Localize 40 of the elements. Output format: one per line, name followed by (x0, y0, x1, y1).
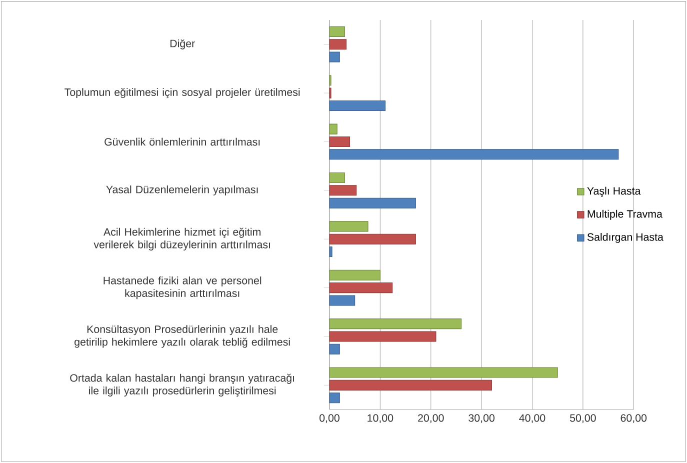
bar (329, 270, 380, 280)
bar (329, 136, 350, 148)
bar (329, 26, 345, 38)
bar (329, 39, 346, 50)
legend-label: Yaşlı Hasta (587, 186, 641, 197)
bar (329, 295, 356, 306)
x-tick-label: 60,00 (620, 414, 647, 424)
bar (329, 149, 619, 160)
bar (329, 172, 345, 184)
bar (329, 124, 338, 134)
y-tick-label: Konsültasyon Prosedürlerinin yazılı hale getirilip hekimlere yazılı olarak tebliğ edilmesi (74, 325, 290, 348)
x-tick-label: 30,00 (468, 414, 494, 424)
x-tick-label: 50,00 (570, 414, 596, 424)
bar (329, 392, 340, 404)
y-tick-label: Toplumun eğitilmesi için sosyal projeler üretilmesi (64, 88, 300, 98)
bar (329, 367, 558, 378)
bar (329, 185, 357, 196)
bar (329, 318, 462, 330)
bar (329, 380, 492, 391)
y-tick-label: Güvenlik önlemlerinin arttırılması (104, 138, 260, 146)
bar (329, 52, 340, 62)
bar (329, 100, 386, 112)
bar (329, 198, 416, 208)
bar (329, 331, 436, 342)
y-tick-label: Diğer (170, 39, 195, 50)
x-tick-label: 20,00 (418, 414, 444, 424)
legend-label: Saldırgan Hasta (587, 233, 664, 243)
bar (329, 246, 332, 258)
bar (329, 344, 340, 354)
bar (329, 282, 393, 294)
y-tick-label: Yasal Düzenlemelerin yapılması (106, 186, 258, 196)
bar (329, 234, 416, 244)
y-tick-label: Hastanede fiziki alan ve personel kapasitesinin arttırılması (104, 276, 262, 300)
x-tick-label: 40,00 (519, 414, 546, 424)
bar (329, 221, 368, 232)
x-tick-label: 0,00 (320, 414, 340, 424)
y-tick-label: Ortada kalan hastaları hangi branşın yatıracağı ile ilgili yazılı prosedürlerin geliştirilmesi (70, 374, 294, 397)
x-tick-label: 10,00 (368, 414, 394, 424)
legend-label: Multiple Travma (588, 210, 662, 220)
y-tick-label: Acil Hekimlerine hizmet içi eğitim verilerek bilgi düzeylerinin arttırılması (94, 228, 270, 251)
